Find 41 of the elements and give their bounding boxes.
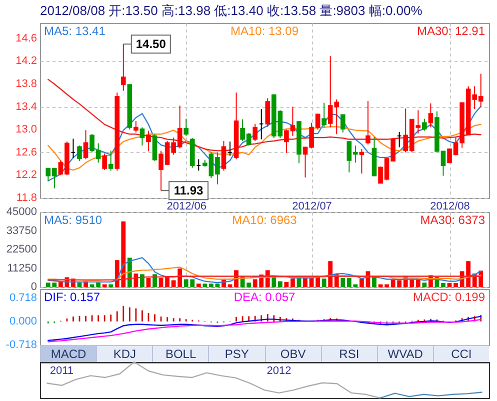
- text: OBV: [264, 346, 321, 363]
- x-tick-label: 2012: [266, 365, 292, 377]
- text: MA30: 12.91: [416, 24, 486, 38]
- annotation: 14.50: [136, 37, 166, 52]
- y-tick-label: 11250: [7, 262, 37, 274]
- y-tick-label: 14.6: [16, 32, 37, 44]
- y-tick-label: 0.000: [9, 315, 37, 328]
- x-tick-label: 2011: [50, 365, 74, 377]
- text: MA30: 6373: [420, 213, 486, 227]
- y-tick-label: -0.718: [6, 339, 37, 351]
- text: CCI: [432, 346, 489, 363]
- y-tick-label: 13.0: [16, 124, 37, 136]
- y-tick-label: 45000: [6, 206, 37, 218]
- y-tick-label: 22500: [6, 244, 37, 256]
- y-tick-label: 11.8: [16, 192, 37, 204]
- text: WVAD: [376, 346, 433, 363]
- x-tick-label: 2012/07: [292, 200, 332, 212]
- y-tick-label: 0: [30, 281, 37, 293]
- y-tick-label: 13.4: [16, 100, 37, 113]
- y-tick-label: 13.8: [16, 78, 37, 90]
- chart-title: 2012/08/08 开:13.50 高:13.98 低:13.40 收:13.58 量:9803 幅:0.00%: [40, 3, 423, 18]
- x-tick-label: 2012/08: [430, 200, 470, 212]
- text: MACD: [40, 346, 96, 363]
- y-tick-label: 12.6: [16, 146, 37, 158]
- text: MA10: 6963: [232, 213, 298, 227]
- text: DIF: 0.157: [44, 290, 100, 304]
- text: BOLL: [152, 346, 208, 363]
- text: MA10: 13.09: [230, 24, 299, 38]
- text: MA5: 13.41: [44, 24, 106, 38]
- text: PSY: [208, 346, 264, 363]
- series-label: MACD: 0.199: [412, 290, 486, 304]
- x-tick-label: 2012/06: [166, 200, 206, 212]
- annotation: 11.93: [174, 184, 204, 198]
- text: MA5: 9510: [44, 213, 102, 227]
- y-tick-label: 12.2: [16, 169, 37, 182]
- y-tick-label: 14.2: [16, 55, 37, 68]
- series-label: DEA: 0.057: [234, 290, 296, 304]
- y-tick-label: 0.718: [9, 292, 37, 304]
- text: KDJ: [96, 346, 152, 363]
- text: RSI: [320, 346, 377, 363]
- y-tick-label: 33750: [6, 224, 37, 237]
